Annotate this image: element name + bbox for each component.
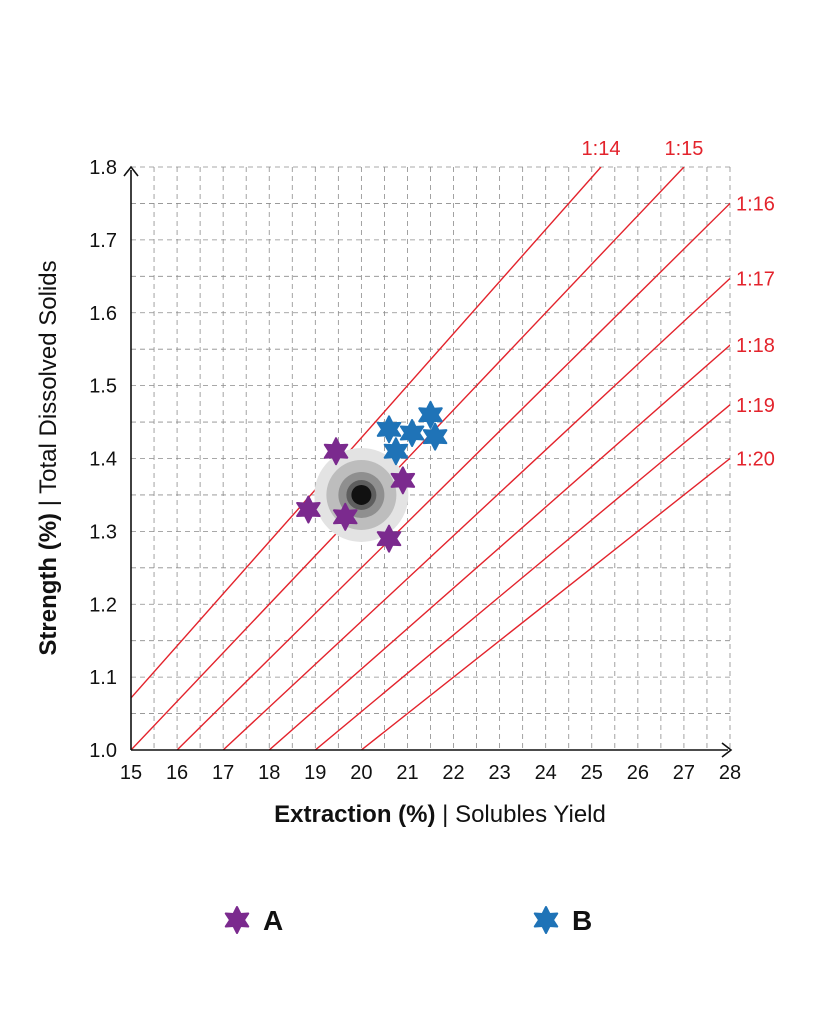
x-tick-label: 18: [258, 762, 280, 784]
brew-ratio-labels: 1:14 1:15 1:16 1:17 1:18 1:19 1:20: [582, 138, 775, 471]
legend-marker-b: [533, 906, 559, 934]
point-series-b: [422, 422, 448, 451]
x-tick-label: 27: [673, 762, 695, 784]
x-axis-arrow: [721, 742, 733, 758]
legend-label-a: A: [263, 905, 283, 936]
point-series-a: [390, 466, 416, 495]
y-tick-label: 1.2: [89, 594, 117, 616]
x-tick-label: 19: [304, 762, 326, 784]
x-tick-label: 25: [581, 762, 603, 784]
ratio-label: 1:15: [664, 138, 703, 160]
x-tick-label: 26: [627, 762, 649, 784]
x-tick-label: 20: [350, 762, 372, 784]
x-tick-label: 28: [719, 762, 741, 784]
axes: [123, 165, 733, 758]
ratio-label: 1:14: [582, 138, 621, 160]
point-series-a: [296, 495, 321, 524]
y-tick-label: 1.5: [89, 376, 117, 398]
y-tick-label: 1.4: [89, 449, 117, 471]
x-tick-label: 22: [442, 762, 464, 784]
ratio-line-1-18: [268, 344, 730, 750]
y-tick-label: 1.6: [89, 303, 117, 325]
legend-label-b: B: [572, 905, 592, 936]
y-tick-label: 1.0: [89, 740, 117, 762]
x-tick-label: 23: [488, 762, 510, 784]
y-tick-labels: 1.0 1.1 1.2 1.3 1.4 1.5 1.6 1.7 1.8: [89, 157, 117, 762]
ratio-label: 1:16: [736, 193, 775, 215]
ratio-line-1-14: [131, 167, 602, 699]
point-series-b: [418, 400, 443, 429]
y-tick-label: 1.8: [89, 157, 117, 179]
ratio-label: 1:19: [736, 395, 775, 417]
ratio-line-1-16: [176, 202, 730, 750]
x-axis-title: Extraction (%) | Solubles Yield: [274, 801, 606, 828]
point-series-a: [323, 437, 349, 466]
grid-lines: [131, 166, 731, 750]
ratio-line-1-17: [222, 277, 730, 750]
y-axis-arrow: [123, 165, 139, 177]
x-tick-label: 24: [535, 762, 557, 784]
y-tick-label: 1.7: [89, 230, 117, 252]
legend-marker-a: [224, 906, 250, 934]
x-tick-label: 16: [166, 762, 188, 784]
y-tick-label: 1.3: [89, 521, 117, 543]
point-series-a: [333, 502, 358, 531]
data-points: [296, 400, 448, 553]
point-series-b: [383, 437, 409, 466]
x-tick-label: 17: [212, 762, 234, 784]
ratio-line-1-19: [314, 403, 730, 750]
ratio-line-1-20: [360, 457, 730, 750]
y-tick-label: 1.1: [89, 667, 117, 689]
x-tick-label: 21: [396, 762, 418, 784]
x-tick-labels: 15 16 17 18 19 20 21 22 23 24 25 26 27 28: [120, 762, 741, 784]
ratio-label: 1:20: [736, 449, 775, 471]
point-series-a: [376, 524, 402, 553]
target-center: [351, 484, 372, 505]
ratio-label: 1:17: [736, 268, 775, 290]
y-axis-title: Strength (%) | Total Dissolved Solids: [35, 260, 62, 655]
ratio-label: 1:18: [736, 335, 775, 357]
x-tick-label: 15: [120, 762, 142, 784]
point-series-b: [376, 415, 402, 444]
point-series-b: [399, 418, 425, 447]
